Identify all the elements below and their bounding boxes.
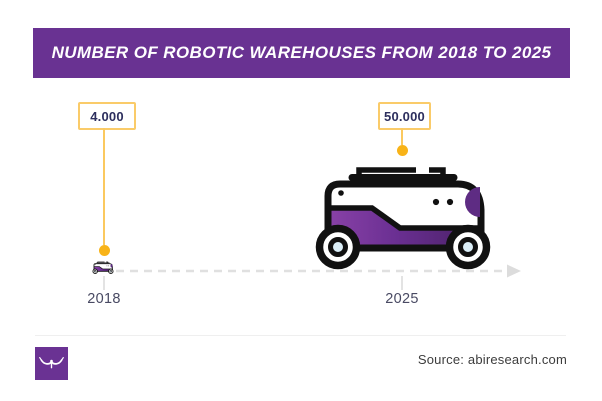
value-callout-2018: 4.000 <box>78 102 136 130</box>
brand-logo <box>35 347 68 380</box>
axis-tick-2018 <box>103 276 105 290</box>
title-banner: NUMBER OF ROBOTIC WAREHOUSES FROM 2018 T… <box>33 28 570 78</box>
value-label-2025: 50.000 <box>384 108 425 124</box>
callout-dot-2018 <box>99 245 110 256</box>
callout-dot-2025 <box>397 145 408 156</box>
callout-leader-line-2025 <box>401 128 403 145</box>
footer-divider <box>35 335 566 336</box>
callout-leader-line-2018 <box>103 128 105 245</box>
page-title: NUMBER OF ROBOTIC WAREHOUSES FROM 2018 T… <box>51 43 552 62</box>
axis-tick-2025 <box>401 276 403 290</box>
small-robot-icon <box>92 261 114 274</box>
year-label-2018: 2018 <box>87 291 121 307</box>
timeline-axis <box>116 264 521 278</box>
source-text: Source: abiresearch.com <box>417 352 567 367</box>
arrow-right-icon <box>507 264 521 278</box>
dragonfly-icon <box>39 357 64 369</box>
year-label-2025: 2025 <box>385 291 419 307</box>
value-label-2018: 4.000 <box>90 108 124 124</box>
value-callout-2025: 50.000 <box>378 102 431 130</box>
large-robot-icon <box>312 162 494 270</box>
